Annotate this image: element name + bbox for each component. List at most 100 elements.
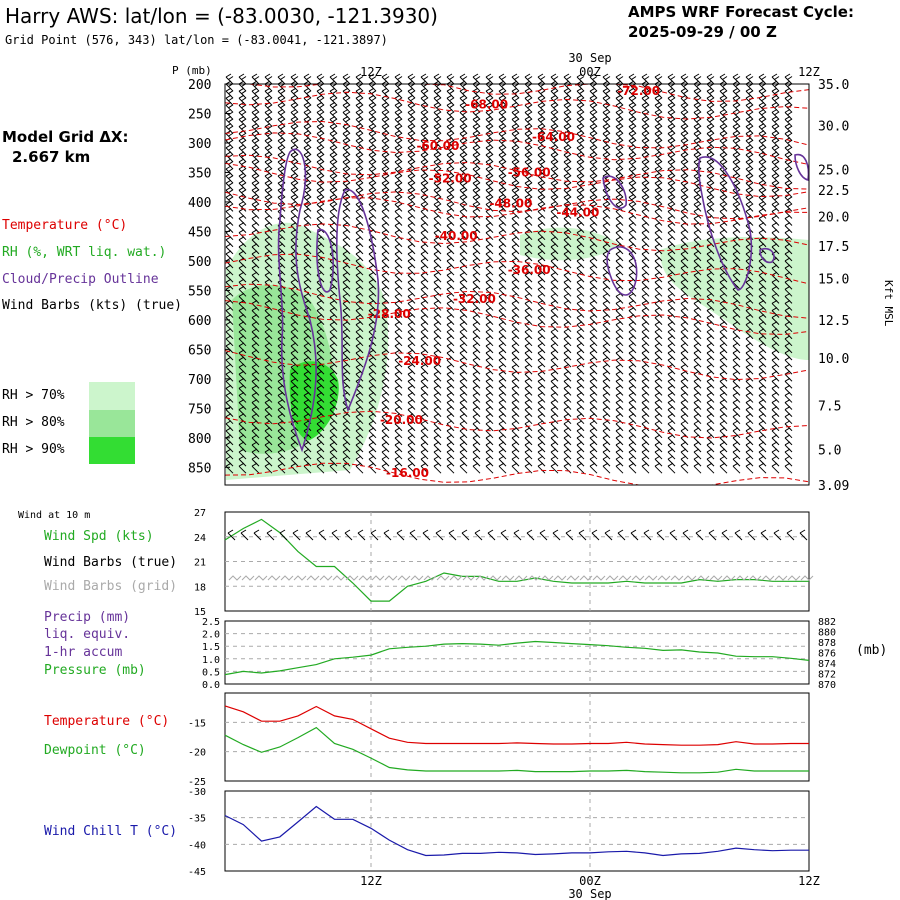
wind-barb <box>225 87 234 99</box>
grid-wind-barb <box>254 575 268 581</box>
surface-wind-barb <box>669 529 678 541</box>
wind-barb <box>563 108 572 120</box>
temperature-contour-label: -36.00 <box>508 263 551 277</box>
surface-wind-barb <box>578 529 587 541</box>
wind-barb <box>498 108 507 120</box>
grid-wind-barb <box>774 575 788 581</box>
label-precip: Precip (mm) <box>44 610 131 625</box>
temperature-contour-label: -68.00 <box>465 98 508 112</box>
wind-barb <box>342 101 351 113</box>
y-tick-label: -35 <box>188 814 206 825</box>
wind-barb <box>420 73 429 85</box>
surface-wind-barb <box>279 529 288 541</box>
wind-barb <box>498 94 507 106</box>
y-tick-label: -40 <box>188 840 206 851</box>
surface-wind-barb <box>747 529 756 541</box>
wind-barb <box>784 94 793 106</box>
wind-barb <box>667 101 676 113</box>
wind-barb <box>615 73 624 85</box>
cloud-outline-east-c <box>794 153 810 181</box>
wind-barb <box>433 73 442 85</box>
pressure-tick-label: 700 <box>188 373 211 388</box>
wind-barb <box>329 87 338 99</box>
pressure-axis-label: P (mb) <box>172 64 212 77</box>
wind-barb <box>290 73 299 85</box>
wind-barb <box>745 87 754 99</box>
temperature-contour-label: -52.00 <box>429 171 472 185</box>
wind-barb <box>446 94 455 106</box>
temperature-contour-label: -16.00 <box>386 466 429 480</box>
wind-barb <box>485 87 494 99</box>
wind-barb <box>654 94 663 106</box>
temperature-contour-label: -28.00 <box>368 307 411 321</box>
wind-barb <box>381 108 390 120</box>
wind-barb <box>459 108 468 120</box>
height-tick-label: 22.5 <box>818 184 849 199</box>
wind-barb <box>277 73 286 85</box>
pressure-tick-label: 300 <box>188 137 211 152</box>
height-tick-label: 35.0 <box>818 78 849 93</box>
rh80-swatch <box>89 410 135 437</box>
wind-barb <box>628 73 637 85</box>
y-tick-label: 0.0 <box>202 680 220 691</box>
wind-barb <box>407 87 416 99</box>
pressure-tick-label: 876 <box>818 649 836 660</box>
wind-barb <box>368 101 377 113</box>
wind-barb <box>355 108 364 120</box>
surface-wind-barb <box>630 529 639 541</box>
wind-barb <box>680 108 689 120</box>
grid-wind-barb <box>566 575 580 581</box>
wind-barb <box>641 108 650 120</box>
wind-barb <box>446 101 455 113</box>
wind-barb <box>433 87 442 99</box>
surface-wind-barb <box>682 529 691 541</box>
pressure-tick-label: 878 <box>818 638 836 649</box>
grid-wind-barb <box>631 575 645 581</box>
model-grid-value: 2.667 km <box>12 148 91 166</box>
y-tick-label: 0.5 <box>202 667 220 678</box>
windchill-panel: -30 -35 -40 -45 <box>188 787 810 878</box>
wind-barb <box>732 87 741 99</box>
wind-barb <box>251 73 260 85</box>
legend-rh90: RH > 90% <box>2 442 65 457</box>
wind-barb <box>485 73 494 85</box>
pressure-tick-label: 350 <box>188 166 211 181</box>
wind-barb <box>472 94 481 106</box>
wind-barb <box>784 73 793 85</box>
wind-barb <box>342 73 351 85</box>
surface-wind-barb <box>370 529 379 541</box>
wind-barb <box>537 73 546 85</box>
wind-barb <box>745 101 754 113</box>
wind-barb <box>420 94 429 106</box>
wind-barb <box>641 87 650 99</box>
wind-barb <box>576 101 585 113</box>
wind-barb <box>667 94 676 106</box>
wind-barb <box>550 73 559 85</box>
temperature-contour-label: -20.00 <box>380 413 423 427</box>
chill-panel-frame <box>224 790 810 872</box>
surface-wind-barb <box>773 529 782 541</box>
surface-wind-barb <box>695 529 704 541</box>
pressure-tick-label: 400 <box>188 196 211 211</box>
label-pressure: Pressure (mb) <box>44 663 146 678</box>
pressure-tick-label: 650 <box>188 343 211 358</box>
surface-wind-barb <box>448 529 457 541</box>
y-tick-label: 21 <box>194 558 206 569</box>
wind-barb <box>628 94 637 106</box>
wind-barb <box>693 87 702 99</box>
grid-wind-barb <box>332 575 346 581</box>
surface-wind-barb <box>591 529 600 541</box>
surface-wind-barb <box>734 529 743 541</box>
temp-panel-frame <box>224 692 810 782</box>
wind-barb <box>290 101 299 113</box>
wind-barb <box>758 87 767 99</box>
wind-barb <box>550 87 559 99</box>
wind-barb <box>472 87 481 99</box>
grid-wind-barb <box>410 575 424 581</box>
top-time-tick: 12Z <box>360 65 382 79</box>
y-tick-label: 2.0 <box>202 630 220 641</box>
wind-barb <box>550 94 559 106</box>
wind-barb <box>368 73 377 85</box>
